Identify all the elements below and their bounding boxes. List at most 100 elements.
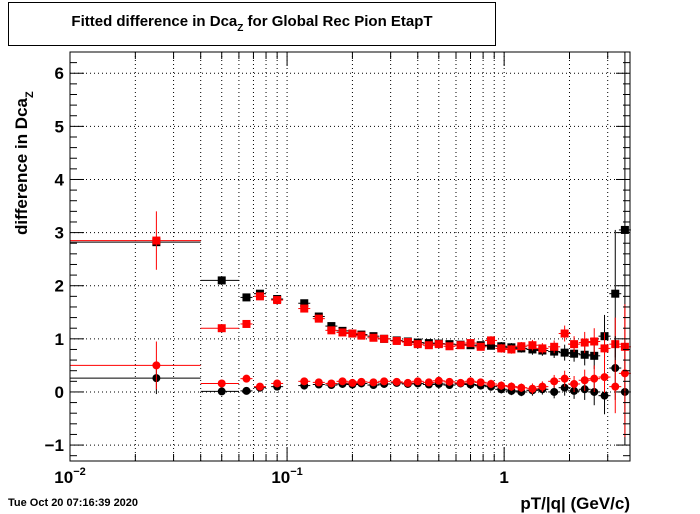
data-point-square xyxy=(528,341,537,350)
data-point-circle xyxy=(314,378,323,387)
data-point-square xyxy=(357,330,366,339)
x-tick-label-base: 10 xyxy=(271,468,290,487)
data-point-square xyxy=(434,339,443,348)
data-point-circle xyxy=(611,364,620,373)
data-point-square xyxy=(600,344,609,353)
data-point-square xyxy=(369,333,378,342)
data-point-circle xyxy=(152,374,161,383)
data-point-circle xyxy=(413,379,422,388)
data-point-circle xyxy=(445,377,454,386)
x-tick-label-exponent: −2 xyxy=(73,466,86,478)
data-point-square xyxy=(327,326,336,335)
data-point-circle xyxy=(456,379,465,388)
data-point-circle xyxy=(528,384,537,393)
data-point-square xyxy=(445,340,454,349)
data-point-circle xyxy=(590,387,599,396)
data-point-square xyxy=(570,340,579,349)
data-point-square xyxy=(466,339,475,348)
data-point-circle xyxy=(255,383,264,392)
data-point-square xyxy=(550,347,559,356)
data-point-square xyxy=(392,336,401,345)
data-point-circle xyxy=(580,376,589,385)
data-point-circle xyxy=(580,385,589,394)
x-tick-label-base: 1 xyxy=(499,468,508,487)
y-tick-label: 2 xyxy=(55,277,64,296)
data-point-circle xyxy=(413,377,422,386)
y-axis-label: difference in DcaZ xyxy=(12,91,36,235)
x-tick-label: 10−2 xyxy=(54,466,85,487)
data-point-square xyxy=(456,341,465,350)
data-point-circle xyxy=(550,377,559,386)
data-point-square xyxy=(538,346,547,355)
data-point-square xyxy=(487,341,496,350)
data-point-square xyxy=(403,337,412,346)
series-0 xyxy=(70,52,631,411)
data-point-circle xyxy=(152,361,161,370)
data-point-square xyxy=(413,338,422,347)
data-point-square xyxy=(217,276,226,285)
data-point-circle xyxy=(424,378,433,387)
plot-frame xyxy=(69,51,631,462)
data-point-square xyxy=(600,332,609,341)
series-3 xyxy=(70,309,631,438)
x-tick-label-base: 10 xyxy=(54,468,73,487)
x-tick-label: 1 xyxy=(499,468,508,487)
data-point-square xyxy=(380,334,389,343)
data-point-circle xyxy=(273,379,282,388)
data-point-circle xyxy=(380,377,389,386)
data-point-square xyxy=(217,324,226,333)
data-point-circle xyxy=(507,382,516,391)
data-point-circle xyxy=(392,377,401,386)
chart-title: Fitted difference in DcaZ for Global Rec… xyxy=(9,13,495,34)
data-point-circle xyxy=(403,379,412,388)
data-point-square xyxy=(507,345,516,354)
data-point-circle xyxy=(300,381,309,390)
data-point-square xyxy=(497,344,506,353)
data-point-circle xyxy=(611,382,620,391)
data-point-circle xyxy=(570,386,579,395)
data-point-square xyxy=(560,329,569,338)
y-tick-label: 1 xyxy=(55,330,64,349)
data-point-circle xyxy=(242,374,251,383)
data-point-square xyxy=(466,341,475,350)
data-point-square xyxy=(380,334,389,343)
series-1 xyxy=(70,211,631,390)
data-point-square xyxy=(338,326,347,335)
data-point-square xyxy=(242,293,251,302)
y-tick-label: 6 xyxy=(55,64,64,83)
data-point-square xyxy=(327,322,336,331)
title-box: Fitted difference in DcaZ for Global Rec… xyxy=(8,2,496,46)
data-point-circle xyxy=(369,381,378,390)
data-point-square xyxy=(273,294,282,303)
data-point-circle xyxy=(314,380,323,389)
data-point-circle xyxy=(338,377,347,386)
data-point-circle xyxy=(255,382,264,391)
data-point-square xyxy=(424,339,433,348)
data-point-circle xyxy=(338,379,347,388)
data-point-circle xyxy=(217,379,226,388)
data-point-circle xyxy=(348,380,357,389)
y-tick-label: −1 xyxy=(45,436,64,455)
data-point-square xyxy=(538,344,547,353)
data-point-square xyxy=(273,296,282,305)
data-point-square xyxy=(560,348,569,357)
data-point-square xyxy=(403,338,412,347)
data-point-square xyxy=(424,341,433,350)
data-point-square xyxy=(580,338,589,347)
data-point-circle xyxy=(476,381,485,390)
data-point-square xyxy=(528,345,537,354)
data-point-circle xyxy=(560,383,569,392)
data-point-circle xyxy=(600,391,609,400)
data-point-square xyxy=(152,236,161,245)
data-point-square xyxy=(580,350,589,359)
data-point-circle xyxy=(487,379,496,388)
data-point-square xyxy=(497,342,506,351)
data-point-square xyxy=(611,289,620,298)
data-point-circle xyxy=(327,379,336,388)
data-point-circle xyxy=(369,378,378,387)
data-point-circle xyxy=(466,377,475,386)
data-point-square xyxy=(242,319,251,328)
data-point-square xyxy=(434,340,443,349)
